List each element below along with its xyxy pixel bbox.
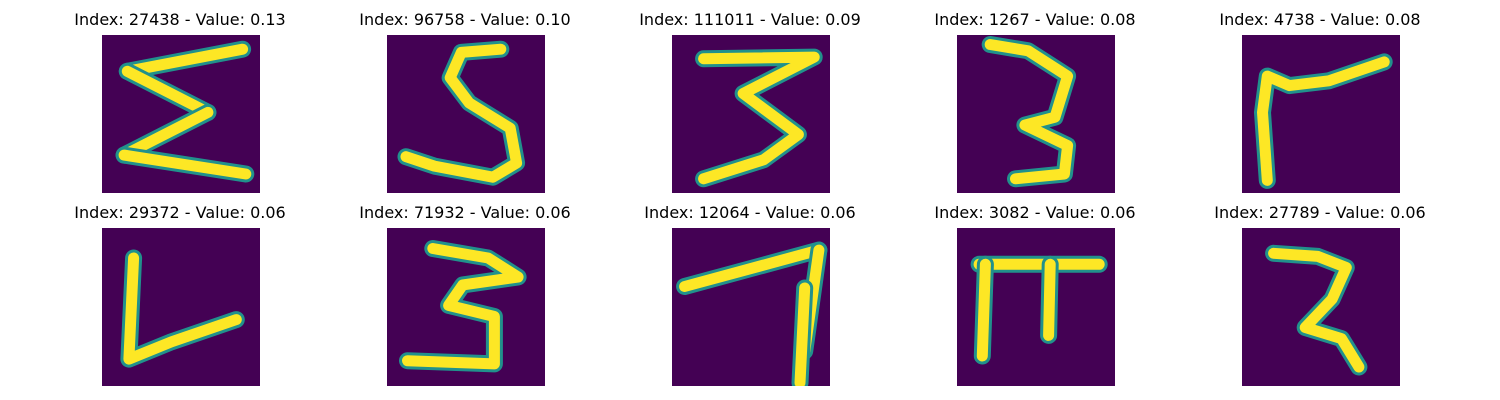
digit-image	[672, 35, 830, 193]
panel-title: Index: 3082 - Value: 0.06	[934, 203, 1136, 222]
digit-image	[387, 35, 545, 193]
panel-title: Index: 4738 - Value: 0.08	[1219, 10, 1421, 29]
stroke-3	[1043, 258, 1056, 341]
stroke-3	[118, 106, 214, 161]
stroke-3	[794, 282, 811, 386]
panel-7: Index: 71932 - Value: 0.06	[345, 203, 585, 386]
panel-title: Index: 1267 - Value: 0.08	[934, 10, 1136, 29]
panel-title: Index: 27438 - Value: 0.13	[74, 10, 286, 29]
digit-image	[1242, 35, 1400, 193]
stroke-1	[402, 243, 524, 370]
stroke-2	[976, 258, 991, 362]
digit-image	[672, 228, 830, 386]
digit-image	[102, 35, 260, 193]
digit-image	[957, 228, 1115, 386]
panel-3: Index: 111011 - Value: 0.09	[630, 10, 870, 193]
digit-image	[387, 228, 545, 386]
panel-title: Index: 27789 - Value: 0.06	[1214, 203, 1426, 222]
panel-10: Index: 27789 - Value: 0.06	[1200, 203, 1440, 386]
stroke-1	[123, 252, 242, 365]
panel-4: Index: 1267 - Value: 0.08	[915, 10, 1155, 193]
panel-1: Index: 27438 - Value: 0.13	[60, 10, 300, 193]
stroke-1	[400, 43, 523, 183]
panel-6: Index: 29372 - Value: 0.06	[60, 203, 300, 386]
panel-title: Index: 12064 - Value: 0.06	[644, 203, 856, 222]
digit-image	[957, 35, 1115, 193]
panel-title: Index: 71932 - Value: 0.06	[359, 203, 571, 222]
panel-title: Index: 111011 - Value: 0.09	[639, 10, 861, 29]
digit-image	[1242, 228, 1400, 386]
panel-8: Index: 12064 - Value: 0.06	[630, 203, 870, 386]
stroke-1	[984, 39, 1074, 185]
stroke-1	[1257, 56, 1390, 186]
stroke-1	[1268, 247, 1365, 373]
stroke-1	[698, 51, 820, 185]
stroke-4	[118, 149, 252, 180]
stroke-1	[679, 244, 825, 292]
stroke-2	[121, 65, 214, 118]
stroke-1	[121, 43, 249, 77]
panel-title: Index: 96758 - Value: 0.10	[359, 10, 571, 29]
panel-2: Index: 96758 - Value: 0.10	[345, 10, 585, 193]
digit-image	[102, 228, 260, 386]
panel-9: Index: 3082 - Value: 0.06	[915, 203, 1155, 386]
panel-title: Index: 29372 - Value: 0.06	[74, 203, 286, 222]
panel-5: Index: 4738 - Value: 0.08	[1200, 10, 1440, 193]
